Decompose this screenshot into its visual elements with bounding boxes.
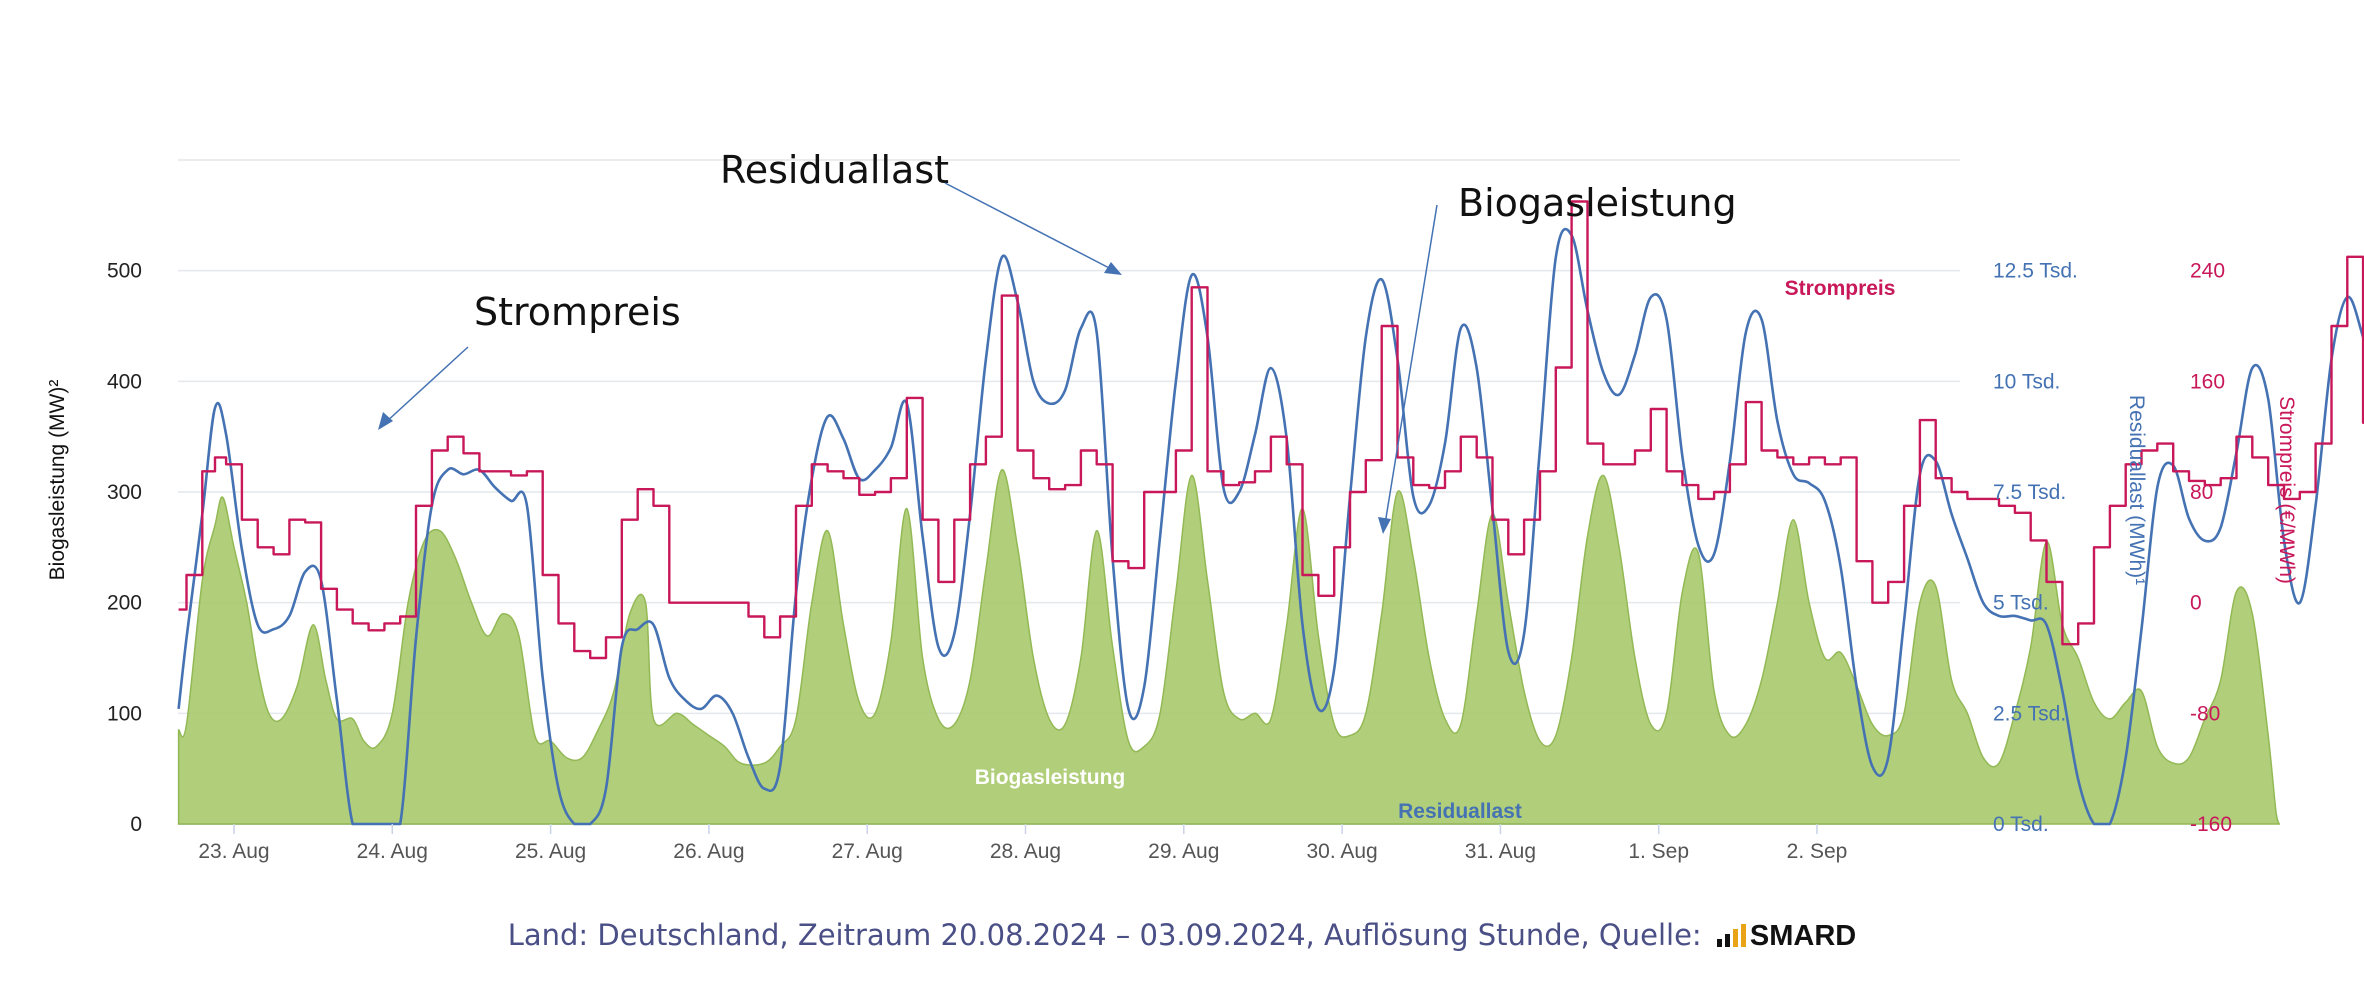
- x-tick-label: 27. Aug: [832, 840, 903, 863]
- caption-text: Land: Deutschland, Zeitraum 20.08.2024 –…: [507, 918, 1702, 952]
- y-left-tick-label: 200: [107, 592, 142, 615]
- annotation-biogasleistung-arrowhead: [1378, 517, 1391, 534]
- annotation-residuallast-arrow: [944, 182, 1116, 272]
- biogas-area-layer: [177, 469, 2281, 825]
- inline-label-biogas: Biogasleistung: [975, 766, 1126, 789]
- biogas-area: [177, 469, 2281, 825]
- annotation-strompreis-text: Strompreis: [474, 290, 681, 334]
- y-left-tick-label: 0: [130, 813, 142, 836]
- y-right-price-tick-label: 240: [2190, 260, 2225, 283]
- smard-brand: SMARD: [1749, 920, 1857, 952]
- y-right-residual-tick-label: 2.5 Tsd.: [1993, 702, 2066, 725]
- annotation-strompreis: Strompreis: [378, 290, 681, 430]
- y-axis-left-title: Biogasleistung (MW)²: [46, 380, 69, 581]
- logo-bar-3: [1732, 929, 1738, 947]
- price-line: [178, 200, 2364, 660]
- x-tick-label: 1. Sep: [1628, 840, 1689, 863]
- annotation-residuallast: Residuallast: [720, 148, 1122, 275]
- y-left-tick-label: 100: [107, 702, 142, 725]
- annotation-residuallast-text: Residuallast: [720, 148, 949, 192]
- annotation-strompreis-arrowhead: [378, 412, 393, 430]
- x-axis: 23. Aug 24. Aug 25. Aug 26. Aug 27. Aug 28. A…: [198, 824, 1847, 863]
- x-tick-label: 23. Aug: [198, 840, 269, 863]
- annotation-biogasleistung-arrow: [1384, 204, 1438, 525]
- x-tick-label: 28. Aug: [990, 840, 1061, 863]
- y-right-price-tick-label: -80: [2190, 702, 2220, 725]
- x-tick-label: 26. Aug: [673, 840, 744, 863]
- y-left-tick-label: 300: [107, 481, 142, 504]
- logo-bar-4: [1740, 924, 1746, 947]
- annotation-biogasleistung-text: Biogasleistung: [1458, 181, 1737, 225]
- y-left-tick-label: 400: [107, 370, 142, 393]
- y-axis-right-residual-title: Residuallast (MWh)¹: [2125, 395, 2148, 585]
- y-right-residual-tick-label: 7.5 Tsd.: [1993, 481, 2066, 504]
- price-line-layer: [178, 200, 2364, 660]
- y-right-price-tick-label: 160: [2190, 370, 2225, 393]
- x-tick-label: 31. Aug: [1465, 840, 1536, 863]
- x-tick-label: 29. Aug: [1148, 840, 1219, 863]
- annotation-biogasleistung: Biogasleistung: [1378, 181, 1737, 534]
- smard-logo: [1716, 924, 1746, 947]
- y-right-residual-tick-label: 5 Tsd.: [1993, 592, 2049, 615]
- y-right-price-tick-label: 0: [2190, 592, 2202, 615]
- y-axis-left: 0 100 200 300 400 500: [107, 260, 142, 836]
- y-right-residual-tick-label: 10 Tsd.: [1993, 370, 2060, 393]
- x-tick-label: 30. Aug: [1306, 840, 1377, 863]
- y-right-residual-tick-label: 0 Tsd.: [1993, 813, 2049, 836]
- inline-label-residual: Residuallast: [1398, 800, 1522, 823]
- annotation-strompreis-arrow: [384, 346, 469, 424]
- logo-bar-1: [1716, 939, 1722, 947]
- x-tick-label: 24. Aug: [357, 840, 428, 863]
- x-tick-label: 25. Aug: [515, 840, 586, 863]
- y-axis-right-residual: 0 Tsd. 2.5 Tsd. 5 Tsd. 7.5 Tsd. 10 Tsd. 12.5 …: [1993, 260, 2078, 836]
- y-axis-right-price-title: Strompreis (€/MWh): [2275, 396, 2298, 584]
- x-tick-label: 2. Sep: [1787, 840, 1848, 863]
- y-right-price-tick-label: -160: [2190, 813, 2232, 836]
- y-axis-right-price: -160 -80 0 80 160 240: [2190, 260, 2232, 836]
- residual-line: [177, 227, 2364, 826]
- y-right-price-tick-label: 80: [2190, 481, 2213, 504]
- logo-bar-2: [1724, 934, 1730, 947]
- residual-line-layer: [177, 227, 2364, 826]
- annotation-residuallast-arrowhead: [1104, 262, 1122, 275]
- y-right-residual-tick-label: 12.5 Tsd.: [1993, 260, 2078, 283]
- inline-label-price: Strompreis: [1785, 277, 1896, 300]
- y-left-tick-label: 500: [107, 260, 142, 283]
- source-caption: Land: Deutschland, Zeitraum 20.08.2024 –…: [0, 918, 2364, 953]
